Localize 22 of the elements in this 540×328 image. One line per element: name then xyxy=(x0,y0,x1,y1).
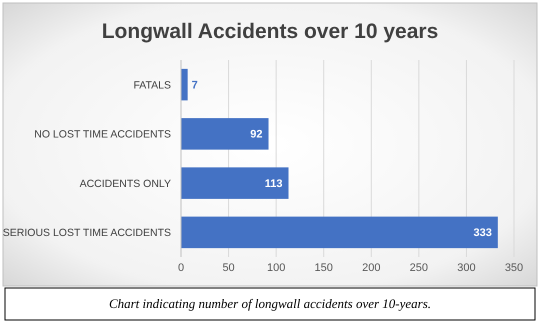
data-label: 92 xyxy=(250,128,263,141)
x-tick-label: 50 xyxy=(222,262,235,274)
text: Chart indicating number of longwall accidents over 10-years. xyxy=(108,296,432,311)
y-tick-label: NO LOST TIME ACCIDENTS xyxy=(34,128,171,141)
x-tick-label: 200 xyxy=(362,262,380,274)
bar xyxy=(181,167,289,199)
data-label: 7 xyxy=(192,79,198,92)
data-label: 113 xyxy=(264,178,283,190)
x-tick-label: 250 xyxy=(410,262,428,274)
x-tick-label: 0 xyxy=(178,262,184,274)
x-tick-label: 300 xyxy=(457,262,476,274)
x-tick-label: 350 xyxy=(504,262,524,274)
y-tick-label: SERIOUS LOST TIME ACCIDENTS xyxy=(2,227,171,240)
y-tick-label: ACCIDENTS ONLY xyxy=(80,178,171,190)
bar xyxy=(181,216,498,248)
bar xyxy=(181,118,269,150)
x-tick-label: 100 xyxy=(266,262,286,274)
chart-title: Longwall Accidents over 10 years xyxy=(102,20,438,43)
bar xyxy=(181,68,188,100)
x-tick-label: 150 xyxy=(314,262,333,274)
y-tick-label: FATALS xyxy=(133,79,171,92)
data-label: 333 xyxy=(473,227,492,240)
